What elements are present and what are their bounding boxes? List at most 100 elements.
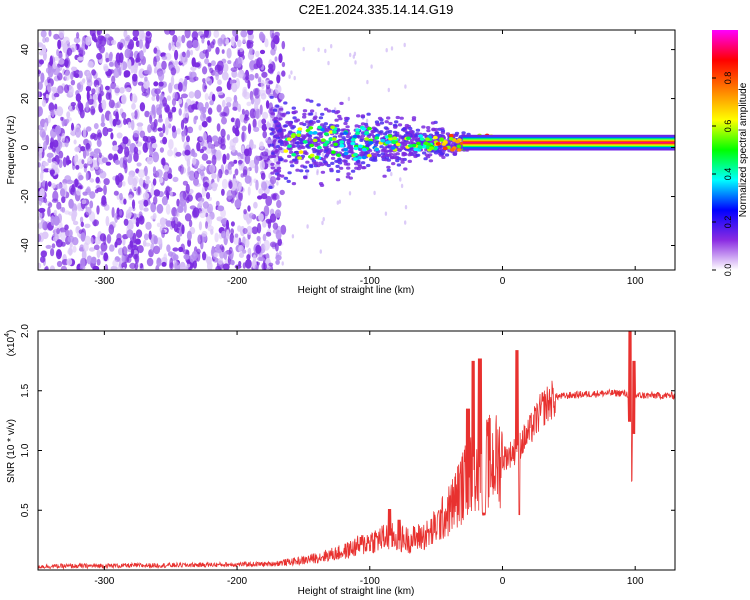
heatmap-cell bbox=[81, 36, 86, 47]
heatmap-cell bbox=[295, 118, 300, 122]
heatmap-cell bbox=[278, 147, 283, 151]
heatmap-cell bbox=[456, 144, 462, 149]
heatmap-cell bbox=[270, 48, 276, 56]
heatmap-cell bbox=[209, 164, 216, 174]
heatmap-cell bbox=[100, 36, 107, 47]
heatmap-cell bbox=[210, 60, 216, 66]
heatmap-cell bbox=[108, 99, 115, 109]
heatmap-cell bbox=[230, 259, 235, 266]
heatmap-cell bbox=[368, 141, 374, 145]
heatmap-cell bbox=[176, 234, 181, 243]
heatmap-cell bbox=[243, 166, 248, 176]
heatmap-cell bbox=[122, 246, 128, 256]
heatmap-cell bbox=[390, 146, 396, 150]
heatmap-cell bbox=[127, 244, 133, 250]
heatmap-cell bbox=[217, 205, 225, 212]
heatmap-cell bbox=[309, 99, 314, 103]
heatmap-cell bbox=[230, 67, 238, 72]
heatmap-cell bbox=[207, 203, 214, 214]
colorbar-tick-label: 0.2 bbox=[723, 216, 733, 229]
heatmap-cell bbox=[105, 161, 112, 166]
heatmap-cell bbox=[254, 264, 259, 270]
heatmap-cell bbox=[199, 164, 204, 170]
heatmap-cell bbox=[39, 128, 46, 138]
heatmap-cell bbox=[422, 151, 427, 155]
heatmap-cell bbox=[254, 100, 259, 112]
heatmap-cell bbox=[445, 132, 451, 136]
heatmap-cell bbox=[55, 183, 63, 189]
heatmap-cell bbox=[133, 254, 138, 260]
heatmap-cell bbox=[174, 261, 181, 270]
heatmap-cell bbox=[331, 137, 337, 141]
heatmap-cell bbox=[403, 152, 408, 156]
heatmap-cell bbox=[61, 207, 66, 213]
heatmap-cell bbox=[278, 128, 283, 132]
heatmap-cell bbox=[49, 169, 55, 176]
heatmap-cell bbox=[291, 234, 295, 239]
heatmap-cell bbox=[450, 148, 455, 152]
heatmap-cell bbox=[77, 56, 84, 61]
heatmap-cell bbox=[100, 122, 106, 127]
heatmap-cell bbox=[75, 127, 82, 138]
heatmap-cell bbox=[130, 248, 135, 256]
heatmap-cell bbox=[64, 69, 71, 81]
heatmap-cell bbox=[270, 176, 277, 185]
heatmap-cell bbox=[296, 137, 301, 141]
heatmap-y-tick-label: -40 bbox=[20, 238, 31, 253]
heatmap-cell bbox=[70, 66, 78, 72]
heatmap-cell bbox=[247, 186, 251, 196]
heatmap-cell bbox=[133, 151, 139, 162]
heatmap-cell bbox=[144, 76, 148, 82]
heatmap-cell bbox=[83, 242, 89, 252]
heatmap-cell bbox=[174, 59, 179, 66]
heatmap-cell bbox=[331, 150, 336, 154]
heatmap-cell bbox=[388, 152, 394, 156]
heatmap-cell bbox=[108, 113, 113, 124]
heatmap-cell bbox=[77, 100, 82, 109]
heatmap-cell bbox=[401, 146, 406, 150]
heatmap-cell bbox=[123, 198, 127, 205]
snr-multiplier-base: (x10 bbox=[6, 336, 17, 356]
heatmap-cell bbox=[278, 250, 282, 256]
heatmap-cell bbox=[64, 84, 70, 94]
heatmap-cell bbox=[166, 95, 172, 101]
heatmap-cell bbox=[270, 162, 275, 166]
heatmap-cell bbox=[38, 234, 42, 243]
heatmap-cell bbox=[182, 117, 189, 124]
heatmap-cell bbox=[201, 37, 205, 44]
heatmap-cell bbox=[384, 156, 390, 160]
heatmap-cell bbox=[45, 93, 50, 99]
heatmap-cell bbox=[116, 214, 120, 220]
heatmap-cell bbox=[130, 65, 135, 74]
heatmap-cell bbox=[302, 112, 307, 116]
heatmap-cell bbox=[258, 257, 265, 262]
heatmap-cell bbox=[137, 81, 144, 86]
heatmap-cell bbox=[220, 128, 226, 138]
heatmap-cell bbox=[137, 186, 141, 196]
heatmap-cell bbox=[72, 220, 79, 226]
heatmap-cell bbox=[283, 176, 289, 180]
heatmap-cell bbox=[217, 79, 222, 85]
heatmap-cell bbox=[272, 228, 280, 234]
heatmap-cell bbox=[376, 153, 382, 157]
heatmap-cell bbox=[242, 35, 246, 44]
heatmap-cell bbox=[229, 181, 233, 189]
heatmap-cell bbox=[153, 196, 158, 205]
heatmap-cell bbox=[47, 206, 51, 217]
heatmap-cell bbox=[50, 215, 55, 227]
heatmap-cell bbox=[41, 99, 47, 107]
heatmap-cell bbox=[391, 162, 396, 166]
heatmap-cell bbox=[123, 70, 131, 78]
heatmap-cell bbox=[47, 181, 52, 187]
heatmap-x-tick-label: -100 bbox=[360, 276, 380, 287]
heatmap-cell bbox=[100, 242, 108, 252]
heatmap-cell bbox=[108, 224, 115, 235]
heatmap-cell bbox=[177, 82, 183, 92]
heatmap-cell bbox=[108, 69, 115, 74]
heatmap-cell bbox=[415, 132, 420, 136]
heatmap-cell bbox=[132, 30, 140, 38]
heatmap-cell bbox=[82, 148, 87, 159]
heatmap-cell bbox=[321, 220, 324, 226]
heatmap-cell bbox=[205, 116, 211, 123]
